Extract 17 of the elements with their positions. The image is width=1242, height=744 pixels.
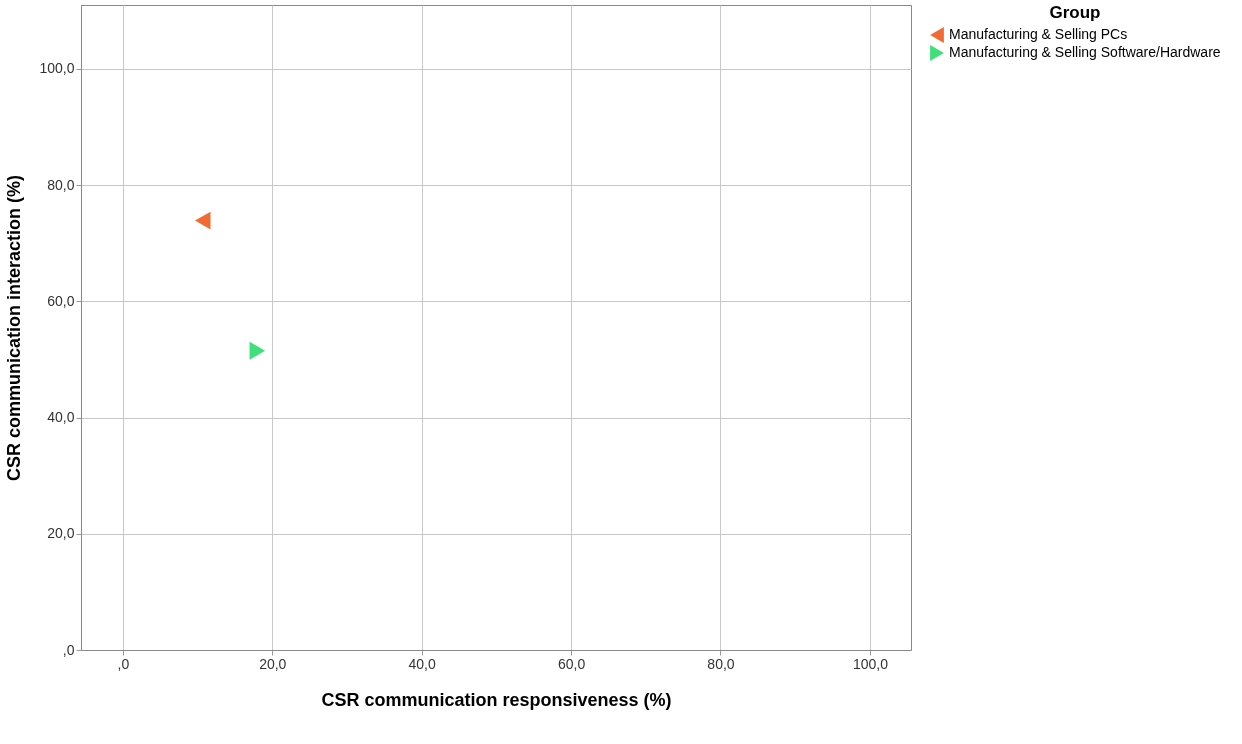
x-tick-label: ,0 (117, 655, 130, 672)
x-tick-label: 40,0 (408, 655, 436, 672)
x-tick-label: 100,0 (852, 655, 889, 672)
legend-label: Manufacturing & Selling Software/Hardware (949, 44, 1221, 60)
legend-title: Group (1049, 3, 1101, 22)
y-tick-label: 80,0 (47, 176, 75, 193)
y-axis-title: CSR communication interaction (%) (4, 174, 25, 482)
y-tick-label: 40,0 (47, 409, 75, 426)
legend-label: Manufacturing & Selling PCs (949, 26, 1128, 42)
x-tick-label: 20,0 (259, 655, 287, 672)
x-tick-label: 80,0 (707, 655, 735, 672)
y-tick-label: 60,0 (47, 292, 75, 309)
y-tick-label: ,0 (62, 641, 75, 658)
y-tick-label: 100,0 (39, 60, 75, 77)
x-axis-title: CSR communication responsiveness (%) (321, 689, 672, 710)
y-tick-label: 20,0 (47, 525, 75, 542)
x-tick-label: 60,0 (557, 655, 586, 672)
